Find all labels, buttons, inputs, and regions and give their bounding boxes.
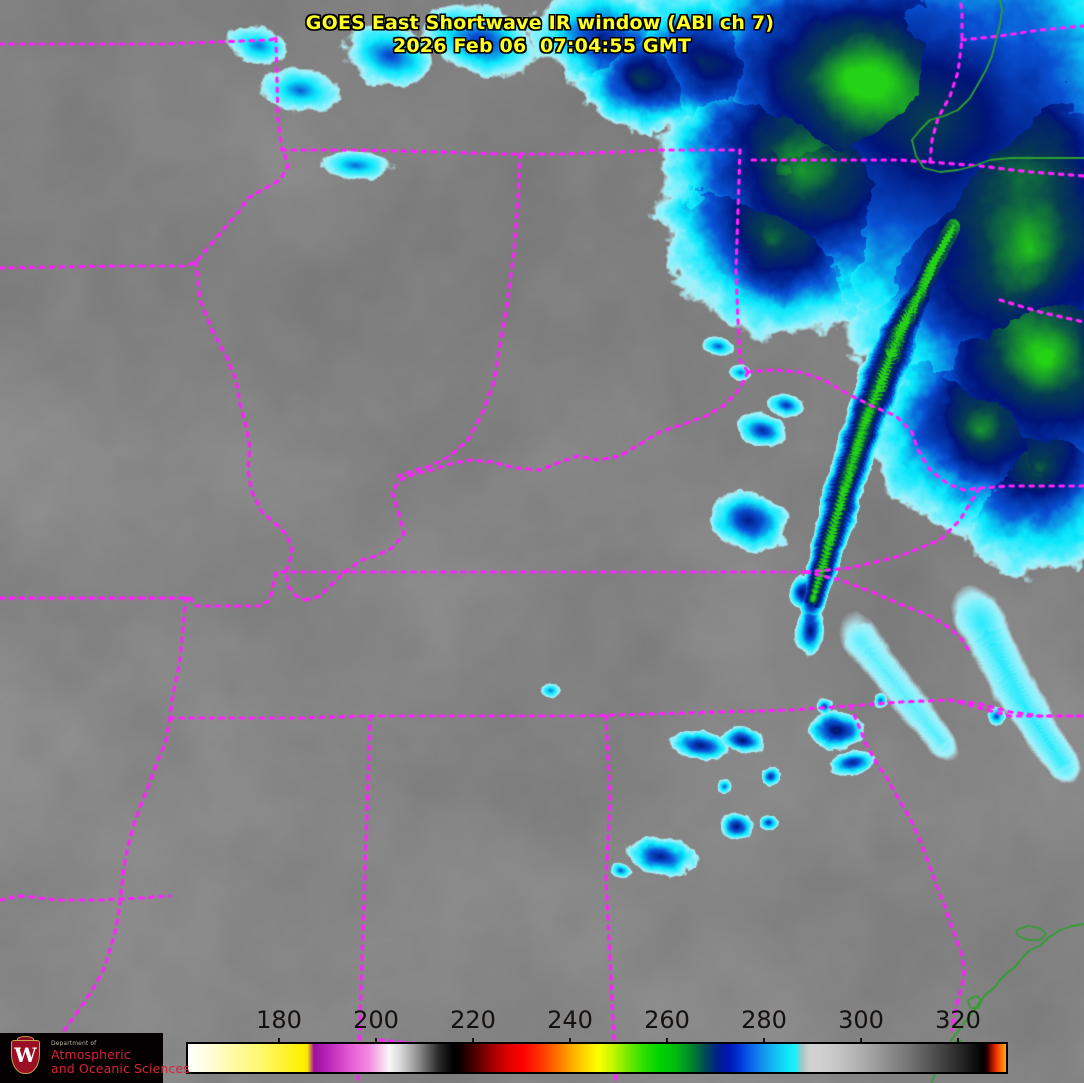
uw-aos-logo: W Department of Atmospheric and Oceanic …: [0, 1033, 190, 1083]
colorbar-gradient: [186, 1042, 1008, 1074]
crest-shield: [11, 1040, 40, 1074]
crest-letter: W: [14, 1043, 37, 1067]
logo-name-line2: and Oceanic Sciences: [51, 1061, 190, 1076]
logo-text-block: Department of Atmospheric and Oceanic Sc…: [51, 1040, 190, 1076]
logo-department-line: Department of: [51, 1040, 97, 1047]
uw-crest-icon: W: [6, 1036, 46, 1080]
logo-name-line1: Atmospheric: [51, 1047, 131, 1062]
